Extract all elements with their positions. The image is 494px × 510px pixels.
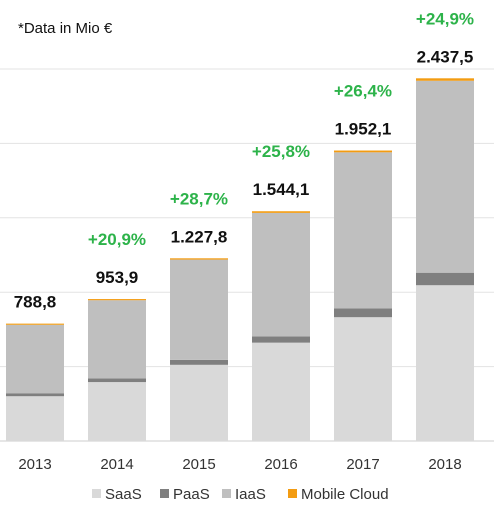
bar-segment-iaas [416, 80, 474, 273]
bar-segment-iaas [170, 259, 228, 360]
legend-swatch-iaas [222, 489, 231, 498]
legend-label-iaas: IaaS [235, 486, 266, 503]
total-label: 788,8 [14, 293, 57, 312]
total-label: 2.437,5 [417, 47, 474, 66]
bar-segment-saas [88, 382, 146, 441]
legend-label-paas: PaaS [173, 486, 210, 503]
bar-segment-mobile-cloud [252, 211, 310, 213]
bar-segment-saas [6, 396, 64, 441]
bar-segment-paas [6, 393, 64, 397]
legend: SaaS PaaS IaaS Mobile Cloud [92, 486, 389, 503]
bar-segment-saas [416, 285, 474, 441]
bar-segment-paas [252, 336, 310, 343]
value-labels: 788,8 953,9 +20,9% 1.227,8 +28,7% 1.544,1 +25,… [14, 9, 474, 311]
bar-segment-mobile-cloud [170, 258, 228, 260]
total-label: 1.544,1 [253, 180, 310, 199]
bar-segment-iaas [88, 300, 146, 379]
bar-segment-paas [170, 359, 228, 365]
legend-swatch-saas [92, 489, 101, 498]
x-tick-label: 2017 [346, 456, 379, 473]
legend-swatch-mobile-cloud [288, 489, 297, 498]
bar-segment-paas [334, 308, 392, 318]
bar-segment-paas [416, 272, 474, 286]
bar-segment-mobile-cloud [6, 323, 64, 325]
bar-segment-paas [88, 378, 146, 383]
x-tick-label: 2013 [18, 456, 51, 473]
legend-swatch-paas [160, 489, 169, 498]
total-label: 1.227,8 [171, 227, 228, 246]
x-tick-label: 2015 [182, 456, 215, 473]
bar-segment-saas [334, 317, 392, 441]
x-tick-label: 2016 [264, 456, 297, 473]
x-axis: 2013 2014 2015 2016 2017 2018 [18, 456, 461, 473]
x-tick-label: 2018 [428, 456, 461, 473]
legend-label-saas: SaaS [105, 486, 142, 503]
legend-label-mobile-cloud: Mobile Cloud [301, 486, 389, 503]
total-label: 953,9 [96, 268, 139, 287]
bar-segment-mobile-cloud [334, 150, 392, 153]
bars [6, 78, 474, 441]
bar-segment-mobile-cloud [88, 299, 146, 301]
growth-label: +24,9% [416, 9, 474, 28]
gridlines [0, 68, 494, 442]
growth-label: +28,7% [170, 189, 228, 208]
bar-segment-iaas [6, 324, 64, 394]
bar-segment-saas [252, 342, 310, 441]
bar-segment-mobile-cloud [416, 78, 474, 81]
bar-segment-iaas [334, 152, 392, 309]
bar-segment-iaas [252, 212, 310, 337]
growth-label: +25,8% [252, 142, 310, 161]
total-label: 1.952,1 [335, 120, 392, 139]
bar-segment-saas [170, 364, 228, 441]
growth-label: +26,4% [334, 82, 392, 101]
x-tick-label: 2014 [100, 456, 133, 473]
growth-label: +20,9% [88, 230, 146, 249]
data-unit-note: *Data in Mio € [18, 20, 113, 37]
